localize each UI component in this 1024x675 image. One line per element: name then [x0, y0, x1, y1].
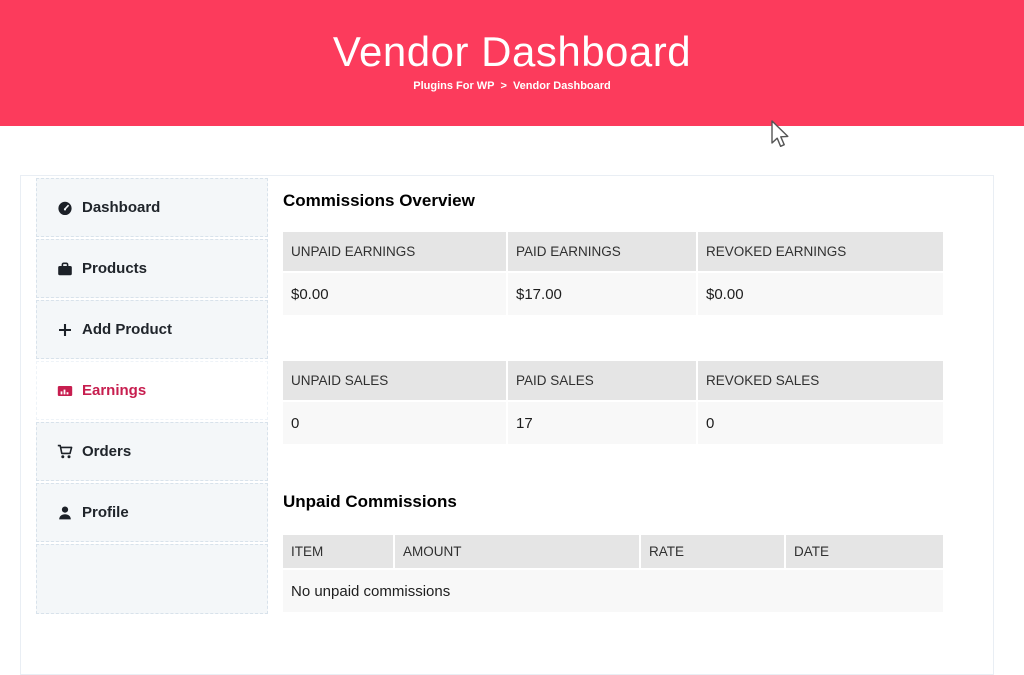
empty-state-message: No unpaid commissions [283, 570, 943, 612]
earnings-summary-table: UNPAID EARNINGS PAID EARNINGS REVOKED EA… [283, 232, 943, 315]
sidebar-item-profile[interactable]: Profile [36, 483, 268, 542]
table-header-row: UNPAID EARNINGS PAID EARNINGS REVOKED EA… [283, 232, 943, 273]
main-content: Commissions Overview UNPAID EARNINGS PAI… [283, 178, 978, 674]
column-header: REVOKED SALES [698, 361, 943, 402]
breadcrumb-current: Vendor Dashboard [512, 80, 611, 93]
column-header: RATE [641, 535, 786, 570]
page-title: Vendor Dashboard [332, 27, 692, 75]
unpaid-commissions-heading: Unpaid Commissions [283, 492, 457, 511]
user-icon [57, 505, 73, 521]
table-header-row: ITEM AMOUNT RATE DATE [283, 535, 943, 570]
table-row: No unpaid commissions [283, 570, 943, 612]
sidebar-item-earnings[interactable]: Earnings [36, 361, 268, 420]
column-header: DATE [786, 535, 943, 570]
table-cell: 17 [508, 402, 698, 444]
column-header: PAID EARNINGS [508, 232, 698, 273]
table-header-row: UNPAID SALES PAID SALES REVOKED SALES [283, 361, 943, 402]
plus-icon [57, 322, 73, 338]
column-header: ITEM [283, 535, 395, 570]
sales-summary-table: UNPAID SALES PAID SALES REVOKED SALES 0 … [283, 361, 943, 444]
column-header: AMOUNT [395, 535, 641, 570]
dashboard-panel: Dashboard Products Add Product [20, 175, 994, 675]
table-row: 0 17 0 [283, 402, 943, 444]
table-row: $0.00 $17.00 $0.00 [283, 273, 943, 315]
column-header: UNPAID SALES [283, 361, 508, 402]
money-chart-icon [57, 383, 73, 399]
sidebar-item-label: Dashboard [82, 199, 161, 216]
table-cell: $17.00 [508, 273, 698, 315]
sidebar-item-label: Add Product [82, 321, 172, 338]
sidebar-item-label: Profile [82, 504, 129, 521]
sidebar-item-label: Orders [82, 443, 132, 460]
breadcrumb-parent-link[interactable]: Plugins For WP [413, 80, 495, 93]
unpaid-commissions-table: ITEM AMOUNT RATE DATE No unpaid commissi… [283, 535, 943, 612]
dashboard-gauge-icon [57, 200, 73, 216]
breadcrumb-separator: > [500, 80, 507, 93]
sidebar-filler [36, 544, 268, 614]
sidebar-nav: Dashboard Products Add Product [36, 178, 268, 674]
table-cell: 0 [283, 402, 508, 444]
sidebar-item-dashboard[interactable]: Dashboard [36, 178, 268, 237]
sidebar-item-label: Earnings [82, 382, 147, 399]
sidebar-item-label: Products [82, 260, 148, 277]
table-cell: 0 [698, 402, 943, 444]
sidebar-item-products[interactable]: Products [36, 239, 268, 298]
column-header: REVOKED EARNINGS [698, 232, 943, 273]
sidebar-item-orders[interactable]: Orders [36, 422, 268, 481]
cart-icon [57, 444, 73, 460]
page-header: Vendor Dashboard Plugins For WP > Vendor… [0, 0, 1024, 126]
sidebar-item-add-product[interactable]: Add Product [36, 300, 268, 359]
table-cell: $0.00 [698, 273, 943, 315]
column-header: PAID SALES [508, 361, 698, 402]
column-header: UNPAID EARNINGS [283, 232, 508, 273]
breadcrumb: Plugins For WP > Vendor Dashboard [413, 80, 611, 92]
briefcase-icon [57, 261, 73, 277]
table-cell: $0.00 [283, 273, 508, 315]
commissions-overview-heading: Commissions Overview [283, 191, 475, 210]
